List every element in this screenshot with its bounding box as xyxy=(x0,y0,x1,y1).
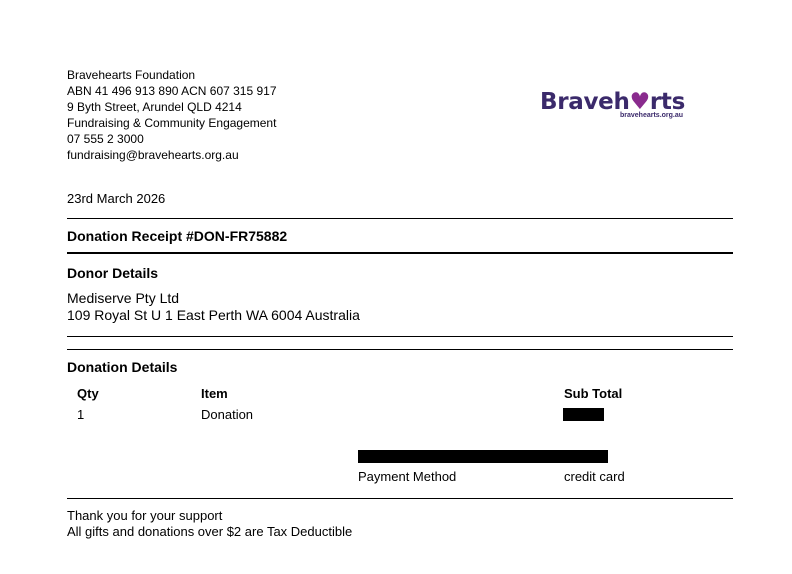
organisation-details: Bravehearts Foundation ABN 41 496 913 89… xyxy=(67,67,277,163)
payment-method-label: Payment Method xyxy=(358,469,457,484)
logo-text: Braveh xyxy=(540,89,630,115)
bravehearts-logo: Braveh♥rts bravehearts.org.au xyxy=(540,90,685,119)
org-name: Bravehearts Foundation xyxy=(67,68,196,82)
donor-address: 109 Royal St U 1 East Perth WA 6004 Aust… xyxy=(67,307,360,323)
donor-details-heading: Donor Details xyxy=(67,265,159,281)
redacted-subtotal xyxy=(563,408,604,421)
org-email: fundraising@bravehearts.org.au xyxy=(67,148,239,162)
org-abn-acn: ABN 41 496 913 890 ACN 607 315 917 xyxy=(67,84,277,98)
donation-details-heading: Donation Details xyxy=(67,359,178,375)
row-qty: 1 xyxy=(77,407,85,422)
payment-method-value: credit card xyxy=(564,469,625,484)
divider xyxy=(67,349,733,350)
org-phone: 07 555 2 3000 xyxy=(67,132,144,146)
receipt-title: Donation Receipt #DON-FR75882 xyxy=(67,228,288,244)
divider xyxy=(67,498,733,499)
heart-icon: ♥ xyxy=(629,89,651,115)
divider xyxy=(67,218,733,219)
donor-name: Mediserve Pty Ltd xyxy=(67,290,180,306)
thank-you-note: Thank you for your support xyxy=(67,508,223,523)
column-header-qty: Qty xyxy=(77,386,99,401)
redacted-total-row xyxy=(358,450,608,463)
logo-url: bravehearts.org.au xyxy=(620,112,684,119)
divider xyxy=(67,252,733,254)
row-item: Donation xyxy=(201,407,254,422)
tax-deductible-note: All gifts and donations over $2 are Tax … xyxy=(67,524,353,539)
org-address: 9 Byth Street, Arundel QLD 4214 xyxy=(67,100,242,114)
column-header-subtotal: Sub Total xyxy=(564,386,623,401)
receipt-date: 23rd March 2026 xyxy=(67,191,166,206)
logo-text: rts xyxy=(649,89,686,115)
divider xyxy=(67,336,733,337)
org-department: Fundraising & Community Engagement xyxy=(67,116,277,130)
column-header-item: Item xyxy=(201,386,228,401)
